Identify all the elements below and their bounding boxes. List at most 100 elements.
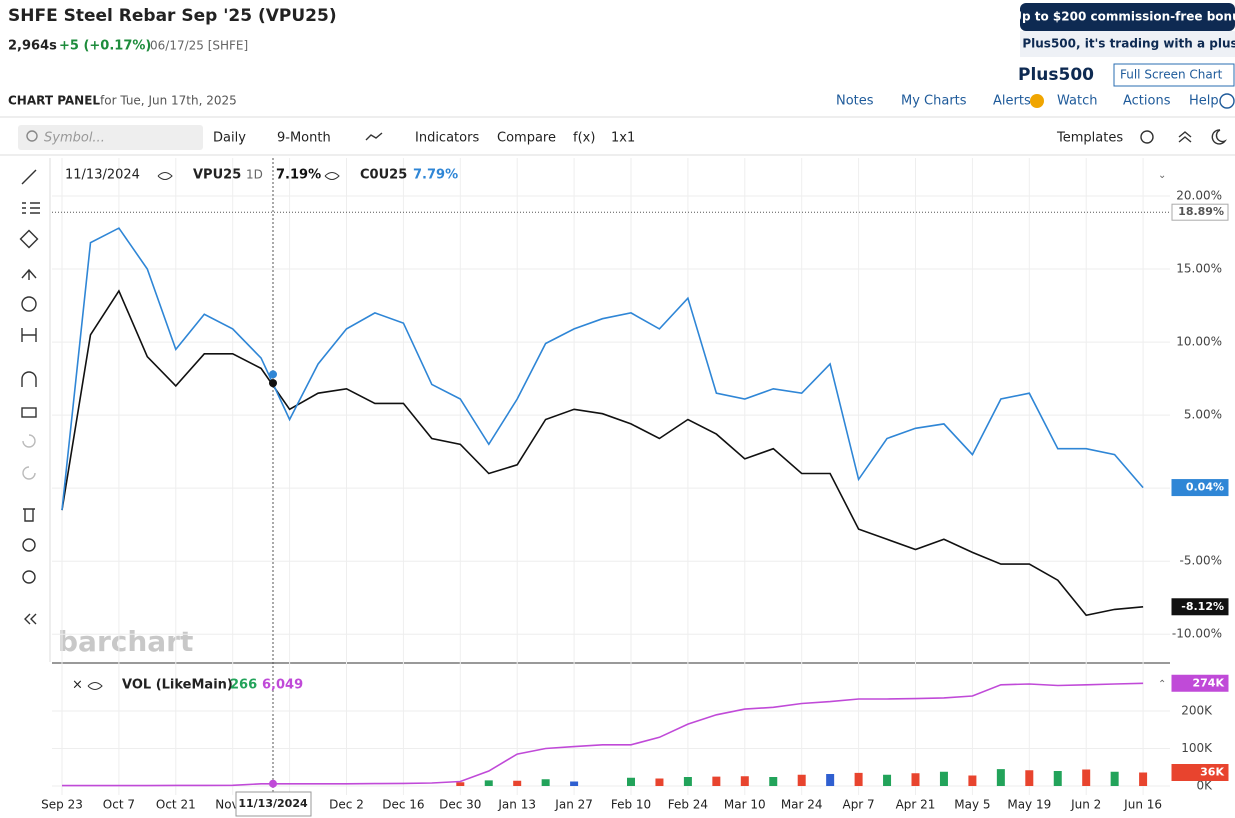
x-tick-label: May 19 xyxy=(1007,798,1051,812)
theme-icon[interactable] xyxy=(1211,129,1228,145)
y-tick-label: 10.00% xyxy=(1176,335,1222,349)
legend-name: C0U25 xyxy=(360,168,407,183)
toolbar-templates[interactable]: Templates xyxy=(1056,131,1123,146)
volume-bar xyxy=(570,781,579,786)
tool-number[interactable] xyxy=(21,296,37,312)
tool-magnet[interactable] xyxy=(21,371,37,387)
ad-tagline[interactable]: Plus500, it's trading with a plus xyxy=(1022,37,1235,51)
alert-icon[interactable] xyxy=(1030,94,1044,108)
x-tick-label: Jun 16 xyxy=(1123,798,1162,812)
crosshair-dot xyxy=(269,370,277,379)
tool-arrow[interactable] xyxy=(21,268,37,280)
nav-item[interactable]: Actions xyxy=(1123,94,1171,109)
tool-lock[interactable] xyxy=(21,407,37,418)
open-interest-line xyxy=(62,682,1144,787)
tool-shape[interactable] xyxy=(19,229,39,249)
crosshair-date-box xyxy=(235,791,312,817)
eye-icon xyxy=(87,682,103,690)
x-tick-label: May 5 xyxy=(954,798,990,812)
nav-item[interactable]: Help xyxy=(1189,94,1219,109)
nav-item[interactable]: Notes xyxy=(836,94,874,109)
toolbar-item[interactable]: Compare xyxy=(497,131,556,146)
volume-bar xyxy=(1025,770,1034,786)
x-tick-label: Apr 21 xyxy=(896,798,936,812)
value-badge xyxy=(1171,764,1229,781)
volume-bar xyxy=(1082,769,1091,786)
legend-value: 7.79% xyxy=(413,168,458,183)
value-badge xyxy=(1171,203,1229,221)
tool-undo[interactable] xyxy=(22,434,36,448)
ad-headline[interactable]: Up to $200 commission-free bonus xyxy=(1012,10,1235,24)
x-tick-label: Dec 16 xyxy=(382,798,424,812)
x-tick-label: Dec 30 xyxy=(439,798,481,812)
volume-bar xyxy=(854,772,863,786)
ad-logo[interactable]: Plus500 xyxy=(1018,65,1094,85)
volume-bar xyxy=(541,779,550,786)
ad-banner[interactable] xyxy=(1020,3,1235,31)
collapse-icon[interactable] xyxy=(1178,131,1192,143)
series-line xyxy=(61,227,1144,511)
legend-close: × xyxy=(72,678,83,693)
value-badge-label: -8.12% xyxy=(1181,600,1224,613)
ad-tagline-box[interactable] xyxy=(1020,31,1235,57)
quote-date: 06/17/25 [SHFE] xyxy=(150,39,248,53)
settings-icon[interactable] xyxy=(1140,130,1154,144)
toolbar-item[interactable]: 1x1 xyxy=(611,131,635,146)
legend-value: 266 xyxy=(230,678,257,693)
crosshair-dot xyxy=(269,379,277,388)
nav-item[interactable]: My Charts xyxy=(901,94,967,109)
tool-zoom-in[interactable] xyxy=(22,538,36,552)
value-badge-label: 18.89% xyxy=(1178,205,1224,218)
panel-date: for Tue, Jun 17th, 2025 xyxy=(100,94,237,108)
x-tick-label: Jan 13 xyxy=(497,798,536,812)
tool-delete[interactable] xyxy=(23,508,35,522)
tool-fib[interactable] xyxy=(22,202,40,214)
legend-value: 6,049 xyxy=(262,678,303,693)
full-screen-label[interactable]: Full Screen Chart xyxy=(1120,68,1223,82)
legend-name: VOL (LikeMain) xyxy=(122,678,233,693)
series-line xyxy=(61,289,1144,617)
x-tick-label: Jan 27 xyxy=(554,798,593,812)
x-tick-label: Mar 24 xyxy=(781,798,823,812)
y-tick-label: 20.00% xyxy=(1176,188,1222,202)
full-screen-button[interactable] xyxy=(1113,63,1235,87)
tool-line[interactable] xyxy=(21,169,37,185)
volume-menu[interactable]: ⌃ xyxy=(1158,679,1166,690)
toolbar-interval[interactable]: Daily xyxy=(213,131,246,146)
nav-item[interactable]: Watch xyxy=(1057,94,1097,109)
tool-collapse[interactable] xyxy=(24,613,37,625)
help-icon[interactable] xyxy=(1219,93,1235,109)
legend-interval: 1D xyxy=(246,168,263,182)
volume-bar xyxy=(797,774,806,786)
tool-measure[interactable] xyxy=(21,328,37,342)
crosshair-date-label: 11/13/2024 xyxy=(238,797,308,810)
value-badge xyxy=(1171,598,1229,616)
legend-menu[interactable]: ⌄ xyxy=(1158,170,1166,181)
y-tick-label: 15.00% xyxy=(1176,262,1222,276)
tool-redo[interactable] xyxy=(22,466,36,480)
volume-bar xyxy=(627,777,635,786)
volume-bar xyxy=(655,778,664,786)
y-tick-label: 100K xyxy=(1181,741,1213,755)
y-tick-label: 0K xyxy=(1196,779,1213,793)
x-tick-label: Feb 24 xyxy=(668,798,708,812)
tool-zoom-out[interactable] xyxy=(22,570,36,584)
volume-bar xyxy=(939,771,948,786)
x-tick-label: Dec 2 xyxy=(329,798,364,812)
value-badge xyxy=(1171,674,1229,692)
volume-bar xyxy=(1139,772,1148,786)
toolbar-item[interactable]: f(x) xyxy=(573,131,595,146)
watermark: barchart xyxy=(58,625,193,658)
toolbar-range[interactable]: 9-Month xyxy=(277,131,331,146)
symbol-input[interactable] xyxy=(18,125,203,150)
nav-item[interactable]: Alerts xyxy=(993,94,1031,109)
symbol-placeholder[interactable]: Symbol... xyxy=(44,131,105,146)
toolbar-item[interactable]: Indicators xyxy=(415,131,479,146)
volume-bar xyxy=(740,776,749,786)
legend-name: VPU25 xyxy=(193,168,241,183)
volume-bar xyxy=(484,780,493,786)
volume-bar xyxy=(769,777,778,786)
chart-style-icon[interactable] xyxy=(365,132,383,141)
change: +5 (+0.17%) xyxy=(59,39,151,54)
